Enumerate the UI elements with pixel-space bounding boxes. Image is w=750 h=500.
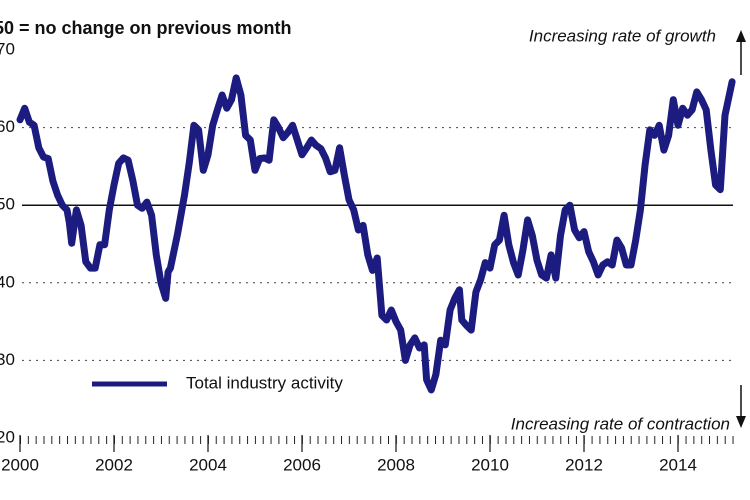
x-tick-label: 2002 [95, 455, 133, 474]
annotation-growth: Increasing rate of growth [529, 26, 716, 45]
x-tick-label: 2012 [565, 455, 603, 474]
x-tick-label: 2010 [471, 455, 509, 474]
x-tick-label: 2014 [659, 455, 697, 474]
arrow-down [736, 385, 746, 428]
y-tick-label: 50 [0, 195, 15, 214]
arrow-up [736, 30, 746, 75]
data-line [16, 74, 736, 394]
y-tick-label: 60 [0, 117, 15, 136]
chart-title: 50 = no change on previous month [0, 18, 292, 38]
x-tick-label: 2006 [283, 455, 321, 474]
y-tick-label: 30 [0, 350, 15, 369]
x-tick-label: 2004 [189, 455, 227, 474]
minor-ticks [20, 436, 736, 444]
x-tick-label: 2000 [1, 455, 39, 474]
x-tick-label: 2008 [377, 455, 415, 474]
y-tick-label: 20 [0, 427, 15, 446]
legend-label: Total industry activity [186, 373, 343, 392]
y-tick-label: 70 [0, 39, 15, 58]
y-tick-label: 40 [0, 272, 15, 291]
annotation-contraction: Increasing rate of contraction [511, 414, 730, 433]
